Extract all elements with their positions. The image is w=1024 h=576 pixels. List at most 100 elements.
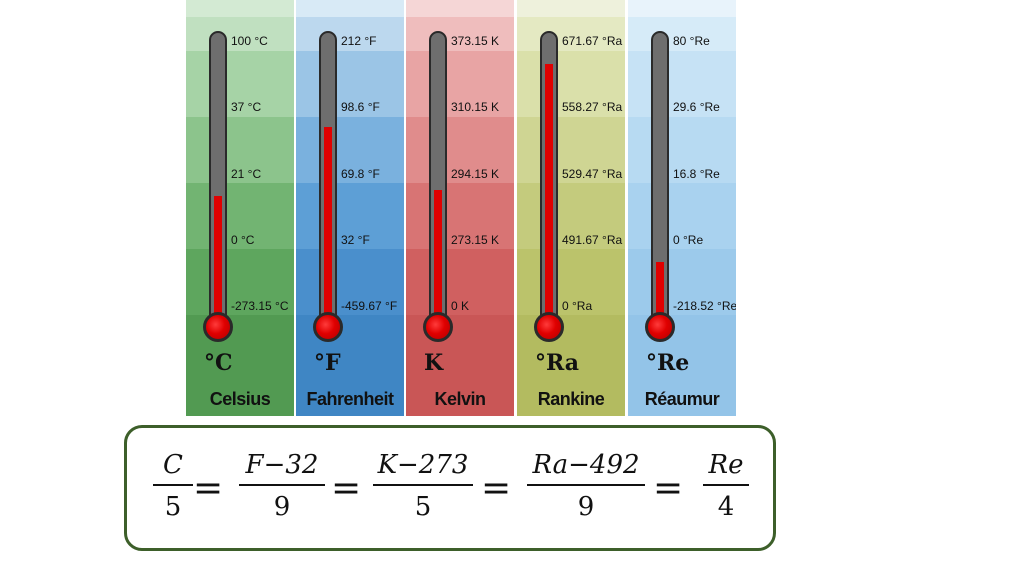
background-band bbox=[628, 0, 736, 17]
tick-label: 558.27 °Ra bbox=[562, 100, 623, 114]
tick-label: -459.67 °F bbox=[341, 299, 398, 313]
background-band bbox=[296, 0, 404, 17]
fraction-kelvin: K−273 5 bbox=[373, 450, 473, 522]
thermometer-tube bbox=[209, 31, 227, 321]
tick-label: -273.15 °C bbox=[231, 299, 289, 313]
background-band bbox=[406, 51, 514, 117]
tick-label: 373.15 K bbox=[451, 34, 500, 48]
scale-name: Celsius bbox=[209, 389, 271, 409]
denominator: 9 bbox=[577, 492, 595, 522]
background-band bbox=[296, 17, 404, 51]
tick-label: 69.8 °F bbox=[341, 167, 380, 181]
tick-label: 529.47 °Ra bbox=[562, 167, 623, 181]
scale-reaumur: 80 °Re 29.6 °Re 16.8 °Re 0 °Re -218.52 °… bbox=[628, 0, 736, 416]
equals-sign: = bbox=[481, 468, 512, 509]
tick-label: 310.15 K bbox=[451, 100, 500, 114]
scale-kelvin: 373.15 K 310.15 K 294.15 K 273.15 K 0 K … bbox=[406, 0, 514, 416]
scale-fahrenheit: 212 °F 98.6 °F 69.8 °F 32 °F -459.67 °F … bbox=[296, 0, 404, 416]
background-band bbox=[296, 249, 404, 315]
numerator: F−32 bbox=[239, 450, 325, 486]
background-band bbox=[406, 17, 514, 51]
numerator: Re bbox=[703, 450, 749, 486]
conversion-formula: C 5 = F−32 9 = K−273 5 = Ra−492 9 = Re 4 bbox=[124, 425, 776, 551]
mercury-fill bbox=[545, 64, 553, 319]
tick-label: 212 °F bbox=[341, 34, 377, 48]
background-band bbox=[517, 249, 625, 315]
thermometer-scales: 100 °C 37 °C 21 °C 0 °C -273.15 °C °C Ce… bbox=[186, 0, 736, 416]
tick-label: 16.8 °Re bbox=[673, 167, 720, 181]
tick-label: 0 °C bbox=[231, 233, 255, 247]
background-band bbox=[628, 51, 736, 117]
tick-label: 273.15 K bbox=[451, 233, 500, 247]
unit-symbol: °F bbox=[314, 350, 341, 376]
background-band bbox=[186, 117, 294, 183]
unit-symbol: °C bbox=[204, 350, 233, 376]
background-band bbox=[186, 249, 294, 315]
tick-label: 0 K bbox=[451, 299, 470, 313]
tick-label: 671.67 °Ra bbox=[562, 34, 623, 48]
background-band bbox=[517, 183, 625, 249]
tick-label: 37 °C bbox=[231, 100, 262, 114]
background-band bbox=[296, 183, 404, 249]
background-band bbox=[296, 117, 404, 183]
numerator: Ra−492 bbox=[527, 450, 645, 486]
background-band bbox=[628, 249, 736, 315]
equals-sign: = bbox=[653, 468, 684, 509]
equals-sign: = bbox=[331, 468, 362, 509]
background-band bbox=[186, 17, 294, 51]
denominator: 9 bbox=[273, 492, 291, 522]
denominator: 5 bbox=[414, 492, 432, 522]
background-band bbox=[296, 51, 404, 117]
unit-symbol: K bbox=[424, 350, 444, 376]
fraction-reaumur: Re 4 bbox=[703, 450, 749, 522]
mercury-fill bbox=[656, 262, 664, 319]
tick-label: 491.67 °Ra bbox=[562, 233, 623, 247]
fraction-rankine: Ra−492 9 bbox=[527, 450, 645, 522]
background-band bbox=[517, 0, 625, 17]
tick-label: 98.6 °F bbox=[341, 100, 380, 114]
background-band bbox=[406, 0, 514, 17]
background-band bbox=[406, 183, 514, 249]
scale-rankine: 671.67 °Ra 558.27 °Ra 529.47 °Ra 491.67 … bbox=[517, 0, 625, 416]
tick-label: 80 °Re bbox=[673, 34, 710, 48]
unit-symbol: °Ra bbox=[535, 350, 580, 376]
tick-label: 100 °C bbox=[231, 34, 268, 48]
fraction-fahrenheit: F−32 9 bbox=[239, 450, 325, 522]
background-band bbox=[628, 117, 736, 183]
unit-symbol: °Re bbox=[646, 350, 690, 376]
tick-label: 294.15 K bbox=[451, 167, 500, 181]
thermometer-bulb bbox=[534, 312, 564, 342]
background-band bbox=[517, 117, 625, 183]
scale-name: Rankine bbox=[537, 389, 605, 409]
tick-label: 0 °Re bbox=[673, 233, 704, 247]
background-band bbox=[628, 17, 736, 51]
background-band bbox=[517, 51, 625, 117]
background-band bbox=[406, 117, 514, 183]
scale-name: Fahrenheit bbox=[306, 389, 394, 409]
background-band bbox=[628, 183, 736, 249]
fraction-celsius: C 5 bbox=[153, 450, 193, 522]
thermometer-tube bbox=[651, 31, 669, 321]
mercury-fill bbox=[214, 196, 222, 319]
tick-label: -218.52 °Re bbox=[673, 299, 736, 313]
thermometer-bulb bbox=[645, 312, 675, 342]
thermometer-tube bbox=[540, 31, 558, 321]
tick-label: 0 °Ra bbox=[562, 299, 593, 313]
numerator: K−273 bbox=[373, 450, 473, 486]
background-band bbox=[186, 51, 294, 117]
background-band bbox=[517, 17, 625, 51]
numerator: C bbox=[153, 450, 193, 486]
scale-celsius: 100 °C 37 °C 21 °C 0 °C -273.15 °C °C Ce… bbox=[186, 0, 294, 416]
thermometer-tube bbox=[319, 31, 337, 321]
thermometer-bulb bbox=[313, 312, 343, 342]
denominator: 4 bbox=[717, 492, 735, 522]
background-band bbox=[186, 183, 294, 249]
thermometer-tube bbox=[429, 31, 447, 321]
tick-label: 21 °C bbox=[231, 167, 262, 181]
mercury-fill bbox=[434, 190, 442, 319]
background-band bbox=[186, 0, 294, 17]
tick-label: 32 °F bbox=[341, 233, 370, 247]
thermometer-bulb bbox=[203, 312, 233, 342]
background-band bbox=[406, 249, 514, 315]
mercury-fill bbox=[324, 127, 332, 319]
